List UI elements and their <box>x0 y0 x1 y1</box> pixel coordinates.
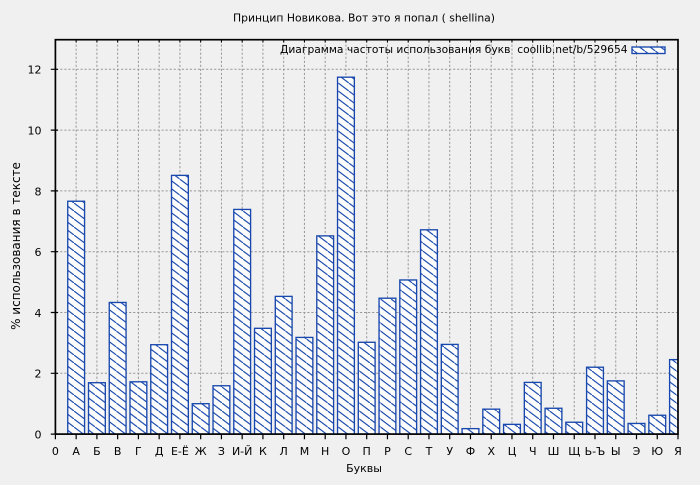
svg-text:0: 0 <box>52 445 59 458</box>
svg-text:Ю: Ю <box>651 445 663 458</box>
svg-text:У: У <box>446 445 453 458</box>
svg-text:В: В <box>114 445 122 458</box>
svg-text:Н: Н <box>321 445 329 458</box>
svg-text:З: З <box>218 445 225 458</box>
svg-text:М: М <box>300 445 310 458</box>
svg-text:Диаграмма частоты использовани: Диаграмма частоты использования букв coo… <box>280 43 628 56</box>
svg-text:Ц: Ц <box>508 445 517 458</box>
svg-text:Б: Б <box>93 445 101 458</box>
svg-text:Ф: Ф <box>466 445 475 458</box>
svg-text:А: А <box>72 445 80 458</box>
svg-text:Е-Ё: Е-Ё <box>171 445 189 458</box>
svg-text:2: 2 <box>35 368 42 381</box>
svg-text:8: 8 <box>35 185 42 198</box>
svg-text:Принцип Новикова. Вот это я по: Принцип Новикова. Вот это я попал ( shel… <box>233 12 495 25</box>
svg-text:Щ: Щ <box>568 445 580 458</box>
svg-text:Р: Р <box>384 445 391 458</box>
svg-text:4: 4 <box>35 307 42 320</box>
svg-text:Э: Э <box>633 445 641 458</box>
svg-text:Ь-Ъ: Ь-Ъ <box>585 445 606 458</box>
svg-text:Я: Я <box>674 445 682 458</box>
svg-text:0: 0 <box>35 429 42 442</box>
svg-text:Буквы: Буквы <box>346 462 382 475</box>
svg-text:Т: Т <box>425 445 433 458</box>
svg-text:6: 6 <box>35 246 42 259</box>
svg-text:О: О <box>342 445 351 458</box>
svg-text:К: К <box>259 445 267 458</box>
svg-text:Ы: Ы <box>611 445 621 458</box>
svg-text:Д: Д <box>155 445 164 458</box>
svg-text:% использования в тексте: % использования в тексте <box>9 162 23 330</box>
svg-text:С: С <box>404 445 412 458</box>
svg-text:Ж: Ж <box>195 445 207 458</box>
svg-text:П: П <box>363 445 371 458</box>
svg-text:10: 10 <box>28 125 42 138</box>
svg-text:Г: Г <box>135 445 142 458</box>
svg-text:Л: Л <box>280 445 288 458</box>
svg-text:Х: Х <box>487 445 495 458</box>
svg-text:12: 12 <box>28 64 42 77</box>
svg-text:Ч: Ч <box>529 445 537 458</box>
svg-text:И-Й: И-Й <box>232 445 252 458</box>
svg-text:Ш: Ш <box>548 445 560 458</box>
